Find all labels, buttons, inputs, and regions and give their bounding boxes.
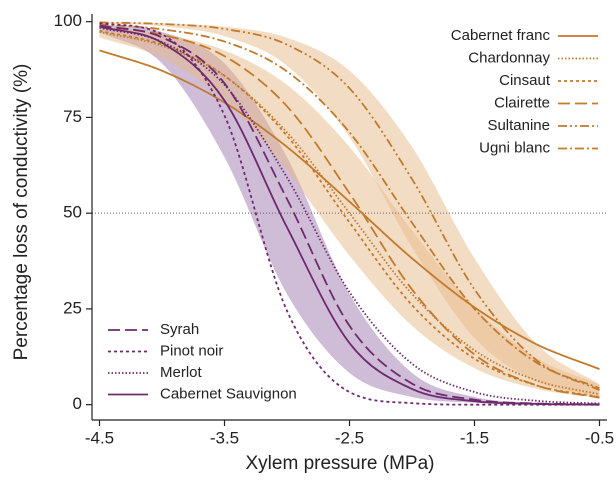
- y-tick-label: 50: [63, 203, 82, 222]
- curve: [99, 23, 600, 390]
- x-tick-label: -0.5: [585, 428, 614, 447]
- legend-label: Sultanine: [487, 117, 550, 134]
- legend-label: Syrah: [160, 321, 199, 338]
- confidence-band: [99, 22, 600, 398]
- legend: Cabernet franc Chardonnay Cinsaut Clairette…: [451, 27, 598, 156]
- curve: [99, 21, 600, 391]
- x-tick-label: -4.5: [85, 428, 114, 447]
- legend-label: Cinsaut: [499, 72, 551, 89]
- y-tick-label: 25: [63, 298, 82, 317]
- confidence-band: [99, 23, 600, 405]
- legend-label: Pinot noir: [160, 342, 223, 359]
- x-tick-label: -3.5: [210, 428, 239, 447]
- x-tick-label: -2.5: [335, 428, 364, 447]
- legend-label: Ugni blanc: [479, 139, 550, 156]
- y-tick-label: 100: [54, 11, 82, 30]
- legend-label: Cabernet Sauvignon: [160, 385, 297, 402]
- x-tick-label: -1.5: [460, 428, 489, 447]
- x-axis-title: Xylem pressure (MPa): [246, 453, 435, 474]
- legend-label: Clairette: [494, 94, 550, 111]
- legend: Syrah Pinot noir Merlot Cabernet Sauvignon: [108, 321, 297, 402]
- curve: [99, 49, 600, 370]
- curve: [99, 25, 600, 399]
- curve: [99, 22, 600, 406]
- curve: [99, 25, 600, 406]
- y-tick-label: 0: [73, 394, 82, 413]
- legend-label: Chardonnay: [468, 49, 550, 66]
- y-tick-label: 75: [63, 107, 82, 126]
- legend-label: Cabernet franc: [451, 27, 551, 44]
- curve: [99, 24, 600, 406]
- legend-label: Merlot: [160, 364, 203, 381]
- y-axis-title: Percentage loss of conductivity (%): [11, 64, 32, 361]
